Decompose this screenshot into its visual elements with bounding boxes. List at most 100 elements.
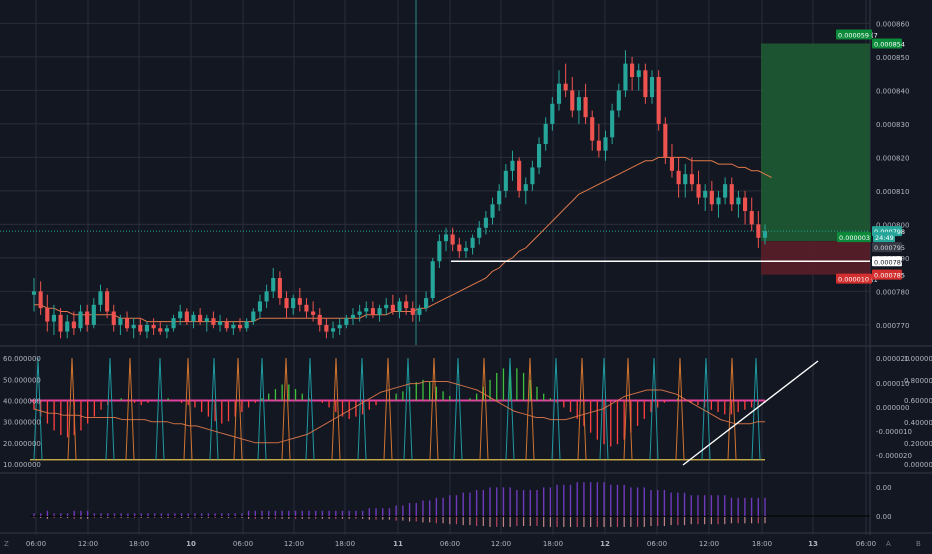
time-axis-label: 06:00 <box>233 540 253 548</box>
candle-up <box>144 324 150 332</box>
candle-down <box>111 311 116 325</box>
third-tick-label: 0.00 <box>876 513 892 521</box>
price-tick-label: 0.000860 <box>876 20 909 28</box>
stop-price-badge-bg <box>872 269 902 280</box>
candle-down <box>404 301 409 309</box>
candle-up <box>543 123 548 144</box>
target-pnl-badge: 0.000059 (7 <box>838 32 878 40</box>
candle-up <box>337 324 342 329</box>
oscillator-spike <box>479 357 489 460</box>
candle-down <box>71 321 76 329</box>
oscillator-spike <box>453 357 463 460</box>
oscillator-spike <box>551 357 561 460</box>
annotations-layer <box>451 260 870 466</box>
candle-down <box>663 123 668 158</box>
time-axis-label: 12:00 <box>284 540 304 548</box>
oscillator-spike <box>233 357 243 460</box>
candle-up <box>483 217 488 228</box>
moving-average-layer <box>34 156 772 323</box>
candle-down <box>517 160 522 191</box>
time-axis-label: 06:00 <box>440 540 460 548</box>
settings-icon: B <box>916 540 921 548</box>
candle-up <box>91 304 96 325</box>
candle-up <box>723 184 728 198</box>
candle-up <box>716 197 721 205</box>
time-axis-label: 06:00 <box>647 540 667 548</box>
candle-down <box>676 170 681 185</box>
oscillator-spike <box>383 357 393 460</box>
candle-down <box>45 308 50 322</box>
candle-down <box>643 70 648 98</box>
candle-up <box>430 261 435 299</box>
position-zones <box>0 43 870 275</box>
candle-up <box>736 197 741 205</box>
oscillator-spike <box>105 357 115 460</box>
candle-down <box>709 190 714 205</box>
candle-up <box>762 231 768 238</box>
auto-scale-icon: A <box>886 540 891 548</box>
candle-down <box>630 63 635 77</box>
candle-up <box>443 234 449 242</box>
candle-up <box>384 304 389 309</box>
candle-up <box>257 301 263 312</box>
time-axis-label: 11 <box>393 540 403 548</box>
stop-pnl-badge: 0.000010 (1 <box>838 276 878 284</box>
trend-line <box>682 360 819 466</box>
candle-up <box>576 97 581 111</box>
osc-right-tick-label: 0.000000 <box>876 404 909 412</box>
candle-down <box>743 197 748 211</box>
oscillator-line <box>33 381 765 444</box>
candle-down <box>58 314 63 332</box>
candle-up <box>610 110 615 138</box>
candle-down <box>284 298 289 309</box>
third-tick-label: 0.00 <box>876 484 892 492</box>
countdown-badge: 24:49 <box>875 234 894 242</box>
candle-up <box>470 237 475 248</box>
price-tick-label: 0.000820 <box>876 154 909 162</box>
stop-pnl-badge-bg <box>836 273 872 284</box>
oscillator-spike <box>403 357 413 460</box>
candle-up <box>51 314 56 322</box>
candle-up <box>477 227 482 238</box>
line-price-badge: 0.000789 <box>874 258 905 266</box>
candle-down <box>38 291 43 309</box>
osc-left-tick-label: 60.000000 <box>3 355 41 363</box>
time-axis-label: 06:00 <box>26 540 46 548</box>
entry-price-badge-bg <box>872 242 902 253</box>
entry-price-badge: 0.000795 <box>874 244 905 252</box>
oscillator-spike <box>155 357 165 460</box>
candle-down <box>669 157 675 171</box>
candle-up <box>251 311 256 322</box>
osc-left-tick-label: 50.000000 <box>3 376 41 384</box>
target-price-badge: 0.000854 <box>874 41 905 49</box>
oscillator-spike <box>209 357 219 460</box>
oscillator-spike <box>577 357 587 460</box>
candle-down <box>297 298 302 305</box>
time-axis-label: 18:00 <box>335 540 355 548</box>
candle-down <box>656 77 661 124</box>
candle-down <box>696 184 701 198</box>
candle-up <box>550 103 555 124</box>
candle-up <box>344 318 349 325</box>
candle-down <box>211 318 216 325</box>
candle-up <box>463 247 469 252</box>
candle-up <box>78 311 83 329</box>
oscillator-spike <box>623 357 633 460</box>
candle-up <box>98 291 103 305</box>
candle-down <box>224 321 229 329</box>
candle-up <box>271 278 276 292</box>
candles-layer <box>31 50 768 339</box>
candle-up <box>65 321 70 332</box>
time-axis-label: 18:00 <box>129 540 149 548</box>
position-badge-bg <box>837 232 871 243</box>
candle-up <box>244 321 249 329</box>
position-badge: 0.000003 • <box>839 234 876 242</box>
candle-down <box>450 234 455 245</box>
candle-down <box>105 291 110 312</box>
current-price-badge: 0.000798 <box>874 228 905 236</box>
candle-up <box>636 70 641 77</box>
candle-up <box>437 241 442 262</box>
